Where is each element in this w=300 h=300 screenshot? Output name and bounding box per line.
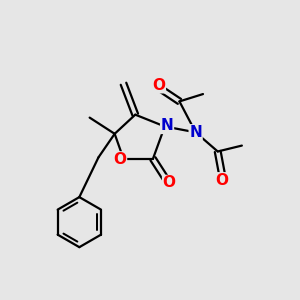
Text: O: O [152,78,165,93]
Text: O: O [216,173,229,188]
Text: N: N [189,125,202,140]
Text: O: O [163,176,176,190]
Text: N: N [161,118,173,134]
Text: O: O [113,152,127,167]
